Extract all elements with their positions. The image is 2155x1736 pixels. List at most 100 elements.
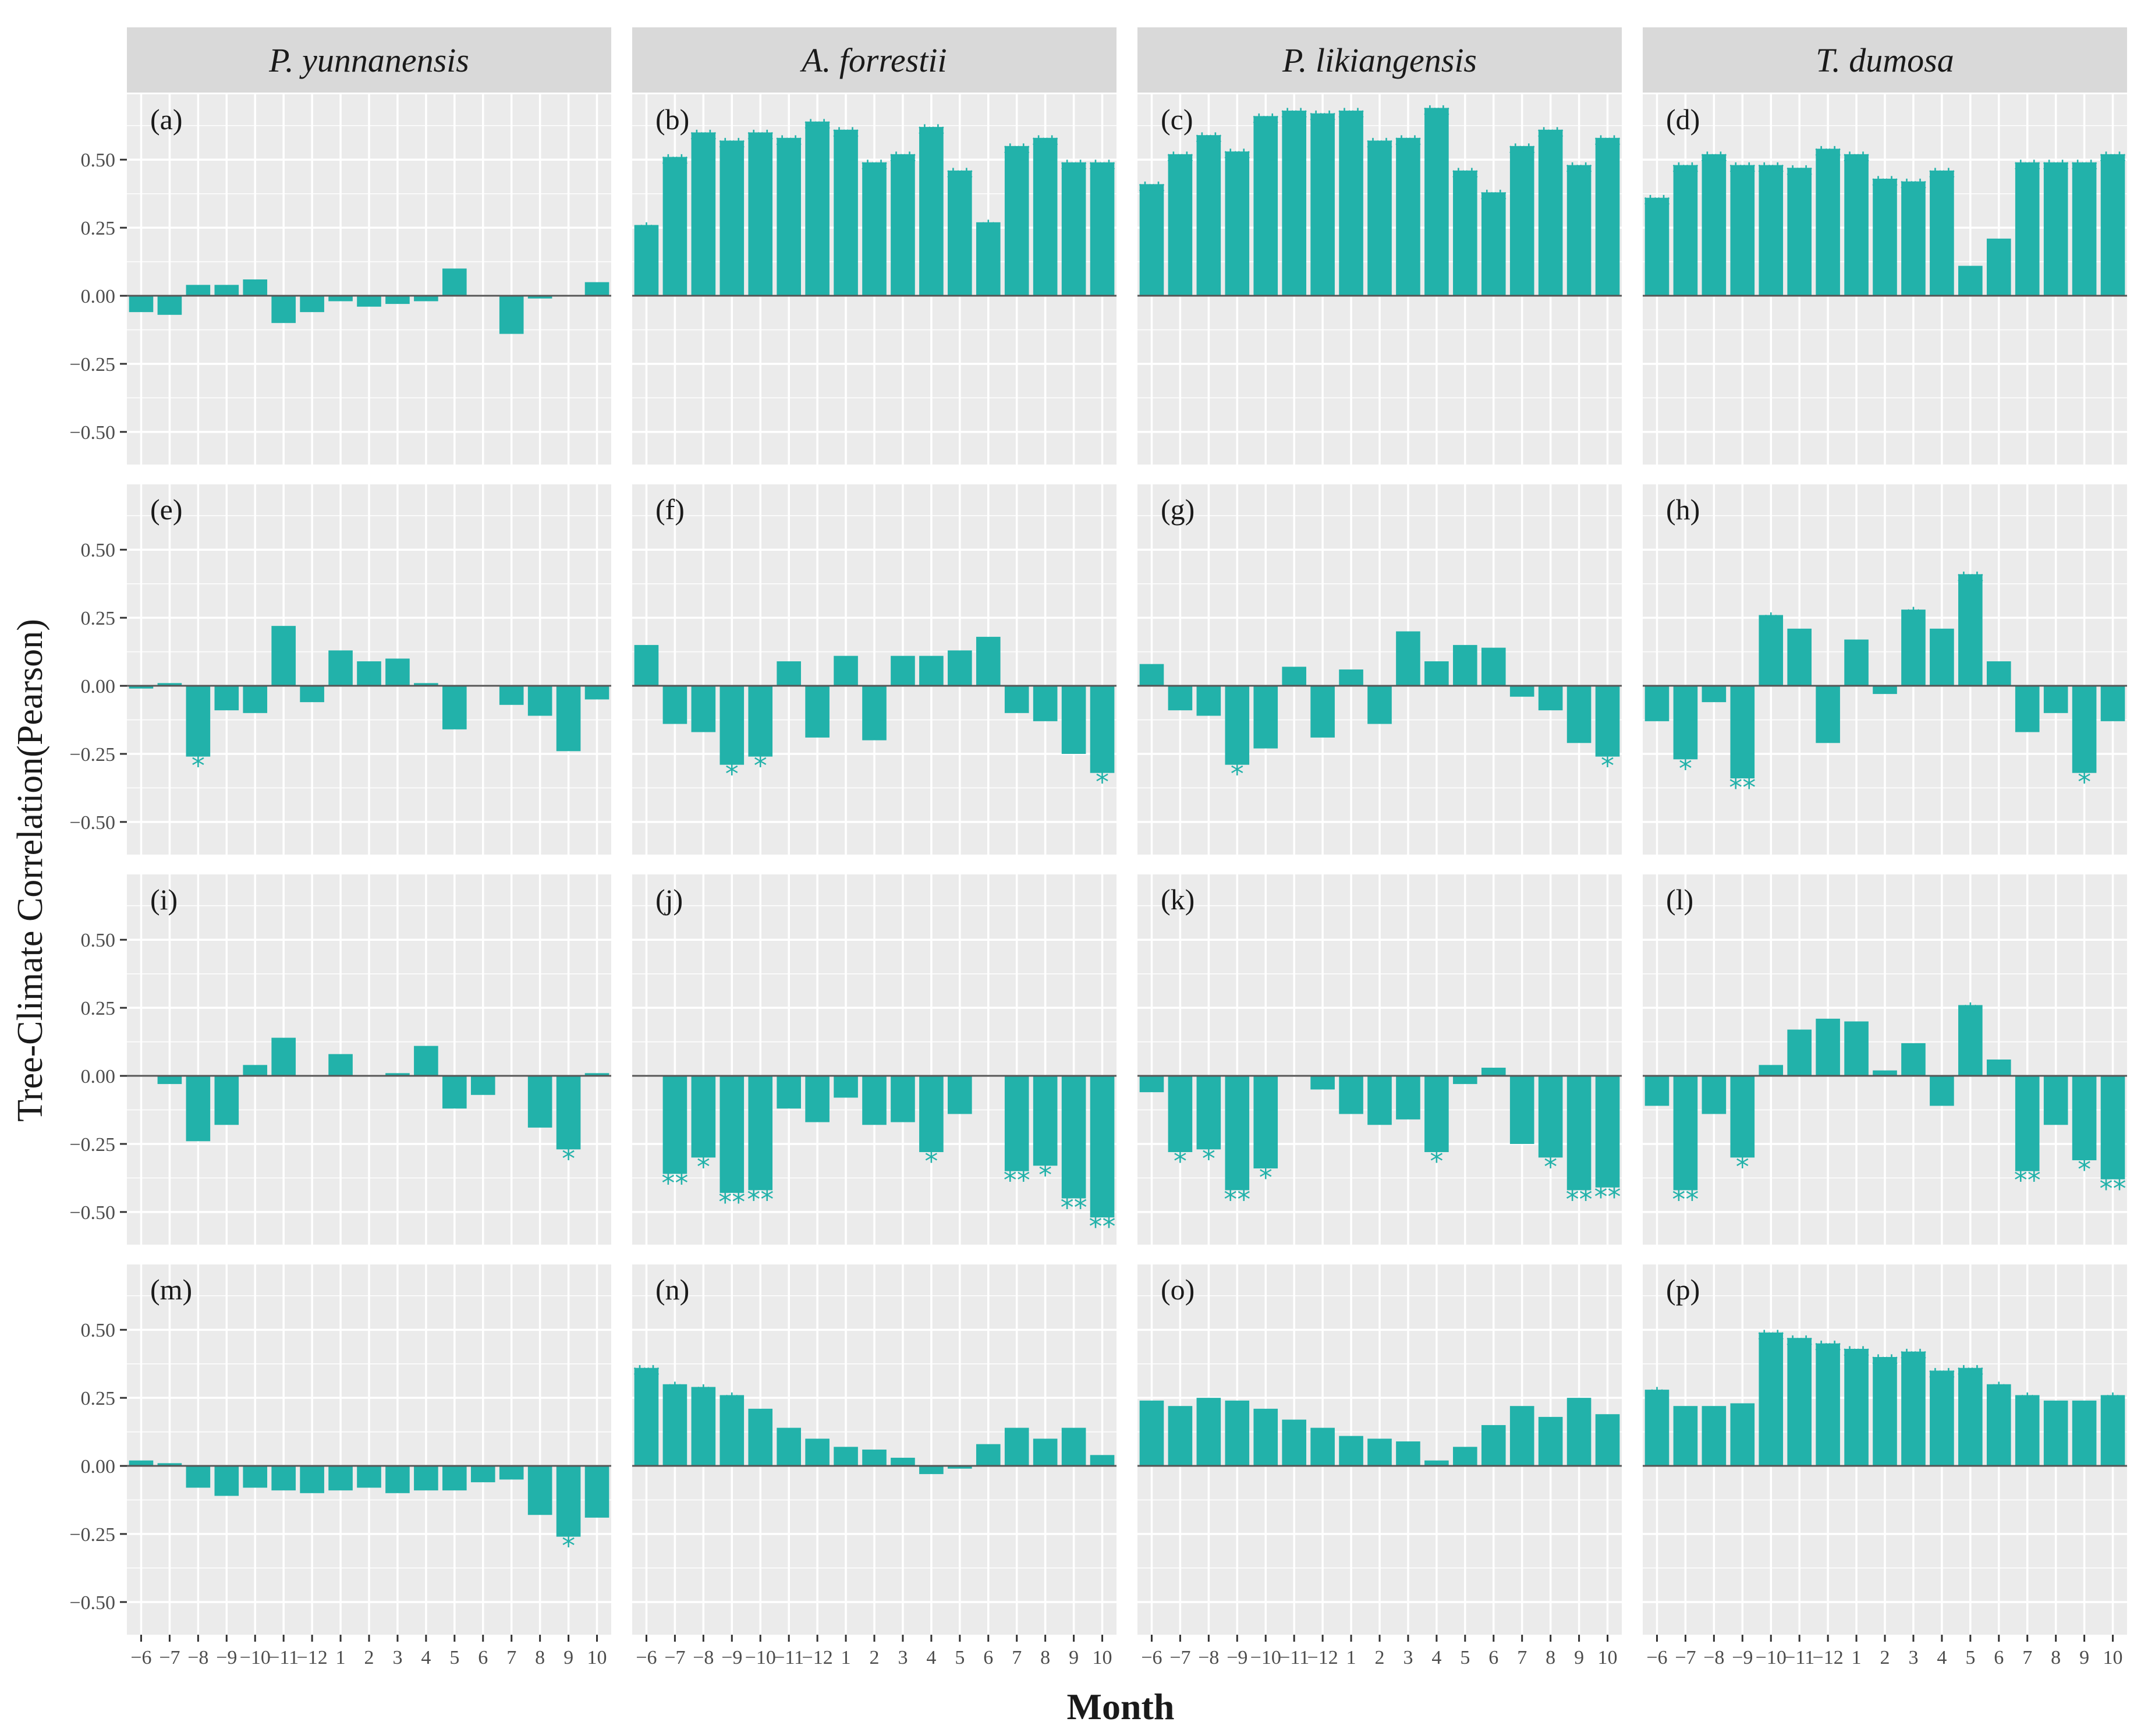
bar	[1196, 1398, 1221, 1466]
bar	[948, 1466, 972, 1469]
significance-marker: **	[1309, 106, 1336, 137]
panels-layer: (a)***** ** ** **** **** ********* **** **(b)**…	[127, 94, 2127, 1635]
x-tick-label: −8	[1198, 1647, 1219, 1668]
bar	[1644, 686, 1670, 721]
bar	[1986, 1060, 2011, 1076]
bar	[1090, 686, 1115, 773]
bar	[748, 686, 773, 757]
significance-marker: *	[192, 750, 205, 782]
significance-marker: **	[2014, 155, 2041, 186]
bar	[1509, 686, 1534, 697]
x-tick-label: 8	[2051, 1647, 2061, 1668]
bar	[271, 626, 296, 686]
significance-marker: *	[725, 759, 739, 790]
bar	[1538, 1076, 1563, 1158]
bar	[976, 636, 1001, 686]
significance-marker: **	[1757, 1325, 1784, 1356]
panel-label: (j)	[655, 883, 683, 916]
significance-marker: *	[1963, 997, 1977, 1029]
bar	[442, 1076, 467, 1109]
bar	[1702, 1406, 1727, 1466]
bar	[1901, 1043, 1926, 1076]
bar	[777, 661, 801, 686]
x-tick-label: −10	[745, 1647, 776, 1668]
significance-marker: *	[1174, 1146, 1187, 1177]
species-strip-4	[1643, 27, 2127, 93]
significance-marker: *	[1650, 1382, 1664, 1413]
bar	[527, 1076, 552, 1128]
significance-marker: **	[861, 155, 888, 186]
bar	[1787, 1029, 1812, 1076]
bar	[243, 279, 268, 296]
x-tick-label: 4	[926, 1647, 936, 1668]
x-tick-label: 2	[1375, 1647, 1385, 1668]
significance-marker: **	[1594, 130, 1621, 162]
bar	[805, 121, 830, 296]
x-tick-label: 6	[1488, 1647, 1498, 1668]
bar	[1566, 165, 1592, 296]
bar	[1396, 1441, 1420, 1466]
bar	[1930, 1370, 1954, 1466]
bar	[748, 1076, 773, 1191]
bar	[243, 1466, 268, 1488]
significance-marker: *	[2078, 1154, 2091, 1185]
bar	[777, 1076, 801, 1109]
bar	[1644, 1390, 1670, 1466]
bar	[1282, 1419, 1306, 1466]
bar	[1509, 1406, 1534, 1466]
significance-marker: *	[1736, 1151, 1749, 1182]
significance-marker: **	[1224, 1184, 1250, 1215]
bar	[662, 1076, 687, 1174]
bar	[1930, 170, 1954, 296]
bar	[1566, 1076, 1592, 1191]
bar	[719, 686, 745, 765]
bar	[1424, 661, 1449, 686]
significance-marker: **	[661, 1167, 688, 1199]
bar	[1367, 1439, 1392, 1466]
bar	[1453, 1447, 1477, 1466]
bar	[1339, 669, 1363, 686]
y-tick-label: 0.25	[81, 608, 116, 629]
significance-marker: **	[1281, 103, 1307, 134]
bar	[1061, 1076, 1086, 1199]
significance-marker: **	[1089, 155, 1116, 186]
bar	[1004, 1427, 1029, 1466]
bar	[1139, 1400, 1164, 1466]
significance-marker: *	[562, 1143, 575, 1174]
significance-marker: **	[1537, 122, 1564, 154]
species-title-2: A. forrestii	[799, 41, 947, 79]
bar	[556, 1076, 581, 1150]
significance-marker: **	[1814, 1336, 1841, 1367]
x-tick-label: 1	[1346, 1647, 1356, 1668]
bar	[1310, 1076, 1335, 1090]
significance-marker: **	[1224, 144, 1250, 175]
x-tick-label: −6	[636, 1647, 657, 1668]
x-tick-label: −11	[1279, 1647, 1309, 1668]
significance-marker: **	[690, 125, 717, 156]
bar	[2043, 1400, 2068, 1466]
bar	[1566, 686, 1592, 743]
bar	[1538, 1416, 1563, 1466]
x-tick-label: 9	[1574, 1647, 1584, 1668]
bar	[1004, 1076, 1029, 1171]
x-tick-label: 9	[2079, 1647, 2089, 1668]
significance-marker: *	[1231, 759, 1244, 790]
significance-marker: *	[1430, 1146, 1443, 1177]
bar	[1844, 1021, 1869, 1076]
panel-label: (a)	[150, 103, 183, 136]
significance-marker: **	[1423, 100, 1450, 132]
panel-a: (a)	[127, 94, 611, 465]
significance-marker: *	[981, 215, 995, 246]
y-tick-label: 0.00	[81, 676, 116, 697]
bar	[1168, 1076, 1193, 1152]
x-tick-label: 7	[1517, 1647, 1527, 1668]
y-tick-label: 0.25	[81, 1388, 116, 1409]
significance-marker: **	[1786, 160, 1813, 192]
bar	[634, 1367, 659, 1466]
bar	[1004, 146, 1029, 296]
significance-marker: **	[633, 1361, 660, 1392]
significance-marker: *	[1906, 602, 1920, 633]
bar	[385, 1466, 410, 1493]
bar	[2100, 1076, 2125, 1179]
